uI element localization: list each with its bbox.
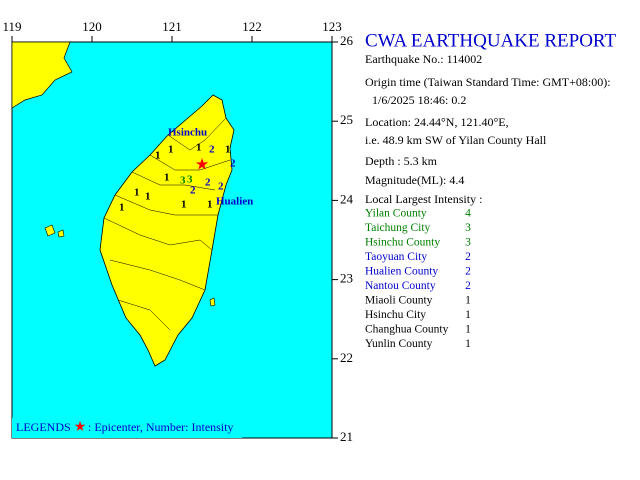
intensity-value: 3 xyxy=(465,237,471,249)
legend-box xyxy=(12,418,242,438)
legend-star: ★ xyxy=(74,420,87,435)
intensity-area: Yunlin County xyxy=(365,338,433,350)
intensity-value: 2 xyxy=(465,266,471,278)
mainland-coast xyxy=(11,41,73,109)
report-line: Earthquake No.: 114002 xyxy=(365,52,482,66)
intensity-label: 3 xyxy=(180,175,186,187)
report-line: Origin time (Taiwan Standard Time: GMT+0… xyxy=(365,75,611,89)
intensity-label: 1 xyxy=(119,202,125,214)
report-title: CWA EARTHQUAKE REPORT xyxy=(365,30,616,51)
county-borders xyxy=(103,117,231,331)
intensity-label: 1 xyxy=(155,150,161,162)
intensity-label: Hualien xyxy=(216,196,253,208)
intensity-label: 1 xyxy=(225,144,231,156)
report-line: 1/6/2025 18:46: 0.2 xyxy=(372,93,466,107)
intensity-area: Changhua County xyxy=(365,324,449,336)
island xyxy=(44,224,56,237)
intensity-area: Hsinchu County xyxy=(365,237,440,249)
intensity-value: 2 xyxy=(465,280,471,292)
report-line: Location: 24.44°N, 121.40°E, xyxy=(365,115,509,129)
lat-tick-label: 24 xyxy=(340,191,354,206)
intensity-area: Nantou County xyxy=(365,280,436,292)
intensity-area: Hualien County xyxy=(365,266,438,278)
intensity-label: 1 xyxy=(207,199,213,211)
island xyxy=(57,229,65,238)
intensity-area: Yilan County xyxy=(365,208,427,220)
epicenter-star: ★ xyxy=(195,157,209,174)
intensity-value: 1 xyxy=(465,309,471,321)
lat-tick-label: 23 xyxy=(340,271,353,286)
intensity-label: 3 xyxy=(187,174,193,186)
report-line: Magnitude(ML): 4.4 xyxy=(365,173,464,187)
intensity-label: 1 xyxy=(164,172,170,184)
lat-tick-label: 26 xyxy=(340,33,354,48)
intensity-area: Taoyuan City xyxy=(365,251,427,263)
lat-tick-label: 25 xyxy=(340,112,353,127)
intensity-area: Hsinchu City xyxy=(365,309,426,321)
lon-tick-label: 123 xyxy=(322,19,342,34)
intensity-label: 1 xyxy=(196,142,202,154)
lon-tick-label: 122 xyxy=(242,19,262,34)
intensity-area: Taichung City xyxy=(365,222,431,234)
intensity-label: 2 xyxy=(190,185,196,197)
legend-text: : Epicenter, Number: Intensity xyxy=(88,420,233,434)
report-line: Local Largest Intensity : xyxy=(365,192,482,206)
intensity-label: 1 xyxy=(134,187,140,199)
intensity-label: 1 xyxy=(145,191,151,203)
intensity-label: 2 xyxy=(209,144,215,156)
island xyxy=(209,297,216,307)
intensity-value: 1 xyxy=(465,324,471,336)
intensity-label: 1 xyxy=(168,144,174,156)
intensity-label: Hsinchu xyxy=(168,127,207,139)
intensity-value: 1 xyxy=(465,295,471,307)
taiwan-island xyxy=(99,94,235,367)
intensity-label: 2 xyxy=(218,181,224,193)
intensity-area: Miaoli County xyxy=(365,295,433,307)
intensity-label: 2 xyxy=(205,177,211,189)
intensity-value: 2 xyxy=(465,251,471,263)
intensity-label: 2 xyxy=(230,158,236,170)
report-line: Depth : 5.3 km xyxy=(365,154,438,168)
lat-tick-label: 21 xyxy=(340,429,353,444)
legend-title: LEGENDS xyxy=(16,420,71,434)
intensity-value: 1 xyxy=(465,338,471,350)
lon-tick-label: 119 xyxy=(2,19,21,34)
lat-tick-label: 22 xyxy=(340,350,353,365)
intensity-value: 4 xyxy=(465,208,471,220)
intensity-value: 3 xyxy=(465,222,471,234)
report-line: i.e. 48.9 km SW of Yilan County Hall xyxy=(365,133,547,147)
lon-tick-label: 120 xyxy=(82,19,102,34)
intensity-label: 1 xyxy=(181,199,187,211)
lon-tick-label: 121 xyxy=(162,19,182,34)
